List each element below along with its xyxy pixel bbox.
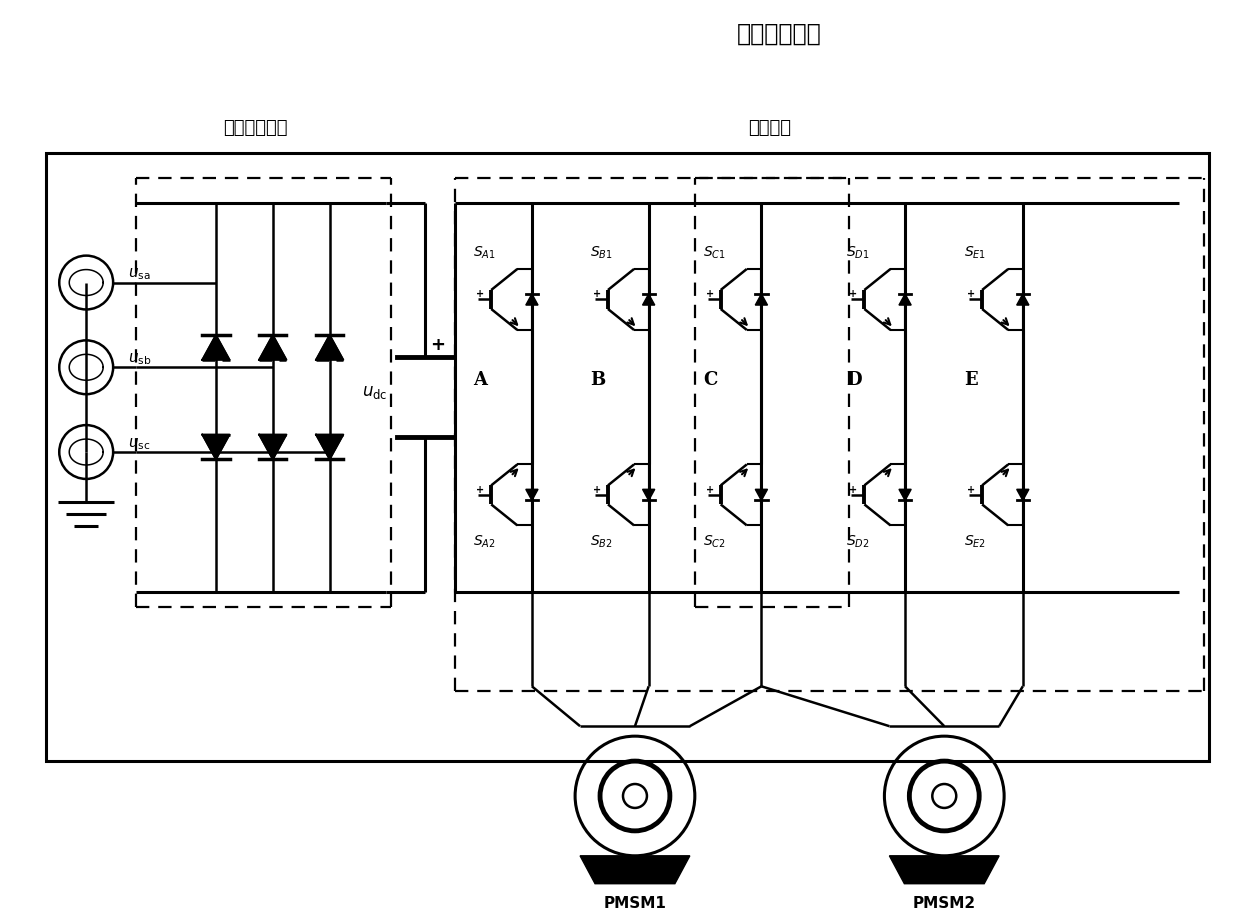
Polygon shape — [259, 335, 286, 359]
Polygon shape — [1017, 490, 1028, 501]
Text: $S_{A2}$: $S_{A2}$ — [473, 534, 496, 550]
Text: +: + — [706, 485, 714, 495]
Text: B: B — [590, 371, 606, 389]
Text: +: + — [706, 290, 714, 299]
Text: $S_{C2}$: $S_{C2}$ — [703, 534, 726, 550]
Text: 不可控整流桥: 不可控整流桥 — [223, 119, 287, 137]
Text: $u_{\mathsf{dc}}$: $u_{\mathsf{dc}}$ — [362, 383, 388, 401]
Text: $S_{B1}$: $S_{B1}$ — [590, 244, 613, 260]
Text: PMSM2: PMSM2 — [913, 896, 976, 911]
Text: $u_{\mathsf{sa}}$: $u_{\mathsf{sa}}$ — [128, 267, 151, 282]
Bar — [46, 153, 1209, 761]
Text: $u_{\mathsf{sb}}$: $u_{\mathsf{sb}}$ — [128, 351, 151, 367]
Text: +: + — [593, 485, 601, 495]
Text: E: E — [964, 371, 978, 389]
Text: $u_{\mathsf{sc}}$: $u_{\mathsf{sc}}$ — [128, 436, 151, 452]
Text: A: A — [473, 371, 487, 389]
Polygon shape — [756, 293, 767, 305]
Polygon shape — [525, 490, 538, 501]
Polygon shape — [202, 435, 229, 459]
Text: PMSM1: PMSM1 — [603, 896, 667, 911]
Text: $S_{D1}$: $S_{D1}$ — [846, 244, 870, 260]
Polygon shape — [900, 490, 911, 501]
Text: $S_{B2}$: $S_{B2}$ — [590, 534, 613, 550]
Text: $S_{E1}$: $S_{E1}$ — [964, 244, 986, 260]
Text: $S_{D2}$: $S_{D2}$ — [846, 534, 870, 550]
Polygon shape — [643, 293, 654, 305]
Text: $S_{A1}$: $S_{A1}$ — [473, 244, 496, 260]
Polygon shape — [1017, 293, 1028, 305]
Text: $S_{E2}$: $S_{E2}$ — [964, 534, 986, 550]
Text: 公共桥臂: 公共桥臂 — [748, 119, 792, 137]
Text: +: + — [850, 485, 857, 495]
Text: +: + — [476, 485, 484, 495]
Polygon shape — [756, 490, 767, 501]
Text: +: + — [968, 485, 975, 495]
Polygon shape — [259, 435, 286, 459]
Text: +: + — [430, 337, 445, 354]
Polygon shape — [643, 490, 654, 501]
Polygon shape — [900, 293, 911, 305]
Text: 五桥臂逆变器: 五桥臂逆变器 — [737, 21, 821, 45]
Text: +: + — [476, 290, 484, 299]
Polygon shape — [890, 856, 999, 884]
Polygon shape — [316, 435, 343, 459]
Text: D: D — [846, 371, 862, 389]
Polygon shape — [316, 335, 343, 359]
Text: +: + — [968, 290, 975, 299]
Text: +: + — [593, 290, 601, 299]
Polygon shape — [202, 335, 229, 359]
Text: C: C — [703, 371, 717, 389]
Text: $S_{C1}$: $S_{C1}$ — [703, 244, 726, 260]
Text: +: + — [850, 290, 857, 299]
Polygon shape — [525, 293, 538, 305]
Polygon shape — [580, 856, 690, 884]
